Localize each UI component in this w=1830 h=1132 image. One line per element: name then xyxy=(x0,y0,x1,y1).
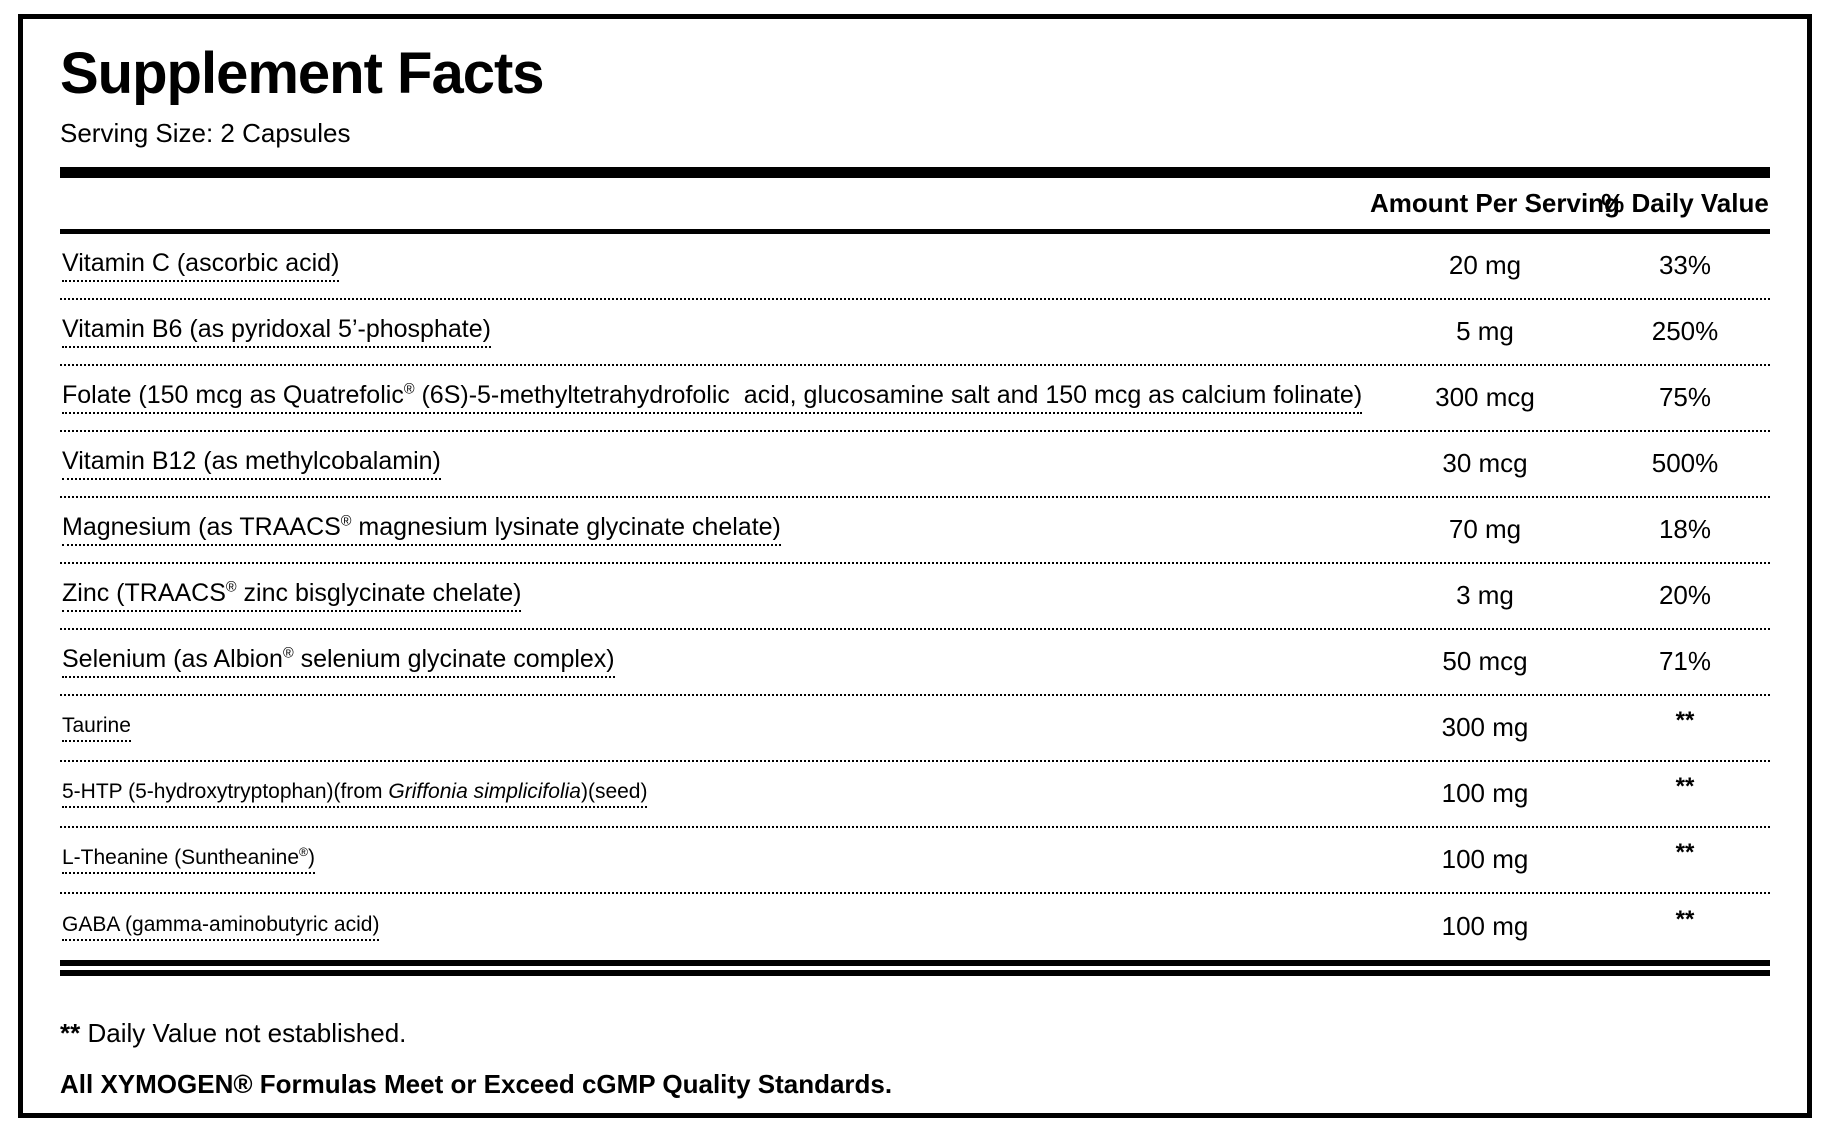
ingredient-name-segment: magnesium lysinate glycinate chelate) xyxy=(351,513,781,542)
ingredient-name-segment: ® xyxy=(340,514,352,531)
ingredient-name-segment: 5-HTP (5-hydroxytryptophan)(from xyxy=(62,779,389,803)
ingredient-name-segment: ) xyxy=(307,845,315,869)
daily-value: ** xyxy=(1675,905,1695,933)
cgmp-statement: All XYMOGEN® Formulas Meet or Exceed cGM… xyxy=(60,1068,893,1099)
ingredient-name-text: Vitamin B6 (as pyridoxal 5’-phosphate) xyxy=(62,315,491,349)
ingredient-name-segment: selenium glycinate complex) xyxy=(293,645,615,674)
daily-value: 18% xyxy=(1658,514,1712,545)
ingredient-name-segment: Griffonia simplicifolia xyxy=(388,779,581,803)
daily-value-footnote: ** Daily Value not established. xyxy=(60,1018,1770,1049)
table-row: Vitamin C (ascorbic acid) 20 mg 33% xyxy=(60,234,1770,300)
ingredient-name-segment: ® xyxy=(225,580,237,597)
table-row: 5-HTP (5-hydroxytryptophan)(from Griffon… xyxy=(60,762,1770,828)
daily-value: ** xyxy=(1675,706,1695,734)
daily-value: ** xyxy=(1675,838,1695,866)
ingredient-name: Selenium (as Albion® selenium glycinate … xyxy=(60,645,1370,679)
table-row: Folate (150 mcg as Quatrefolic® (6S)-5-m… xyxy=(60,366,1770,432)
ingredient-name-segment: (6S)-5-methyltetrahydrofolic acid, gluco… xyxy=(414,381,1363,410)
ingredient-name-text: Vitamin B12 (as methylcobalamin) xyxy=(62,447,441,481)
ingredient-name-text: L-Theanine (Suntheanine®) xyxy=(62,846,315,874)
label-title: Supplement Facts xyxy=(60,41,545,106)
daily-value: 20% xyxy=(1658,580,1712,611)
facts-table: Vitamin C (ascorbic acid) 20 mg 33% Vita… xyxy=(60,234,1770,960)
ingredient-name-text: Folate (150 mcg as Quatrefolic® (6S)-5-m… xyxy=(62,381,1363,415)
ingredient-name: Taurine xyxy=(60,714,1370,742)
supplement-facts-label: Supplement Facts Serving Size: 2 Capsule… xyxy=(18,14,1812,1118)
ingredient-name-text: Selenium (as Albion® selenium glycinate … xyxy=(62,645,615,679)
ingredient-name: Vitamin B12 (as methylcobalamin) xyxy=(60,447,1370,481)
ingredient-name-segment: Selenium (as Albion xyxy=(62,645,283,674)
daily-value: 71% xyxy=(1658,646,1712,677)
ingredient-name-segment: ® xyxy=(299,844,308,859)
ingredient-name: Folate (150 mcg as Quatrefolic® (6S)-5-m… xyxy=(60,381,1370,415)
ingredient-name: GABA (gamma-aminobutyric acid) xyxy=(60,913,1370,941)
amount-value: 300 mg xyxy=(1441,712,1529,743)
ingredient-name-text: Vitamin C (ascorbic acid) xyxy=(62,249,340,283)
ingredient-name-text: Zinc (TRAACS® zinc bisglycinate chelate) xyxy=(62,579,522,613)
table-row: Taurine 300 mg ** xyxy=(60,696,1770,762)
amount-value: 300 mcg xyxy=(1435,382,1535,413)
ingredient-name-segment: Vitamin B6 (as pyridoxal 5’-phosphate) xyxy=(62,315,491,344)
amount-per-serving-header: Amount Per Serving xyxy=(1370,187,1620,218)
amount-value: 20 mg xyxy=(1448,250,1522,281)
ingredient-name-text: 5-HTP (5-hydroxytryptophan)(from Griffon… xyxy=(62,779,648,808)
ingredient-name-segment: GABA (gamma-aminobutyric acid) xyxy=(62,912,380,936)
ingredient-name-segment: ® xyxy=(403,382,415,399)
ingredient-name-segment: L-Theanine (Suntheanine xyxy=(62,845,300,869)
amount-value: 100 mg xyxy=(1441,911,1529,942)
table-row: Selenium (as Albion® selenium glycinate … xyxy=(60,630,1770,696)
amount-value: 100 mg xyxy=(1441,778,1529,809)
ingredient-name-text: Taurine xyxy=(62,714,131,742)
ingredient-name: Vitamin C (ascorbic acid) xyxy=(60,249,1370,283)
ingredient-name: Vitamin B6 (as pyridoxal 5’-phosphate) xyxy=(60,315,1370,349)
table-row: Zinc (TRAACS® zinc bisglycinate chelate)… xyxy=(60,564,1770,630)
daily-value: 33% xyxy=(1658,250,1712,281)
ingredient-name-segment: Zinc (TRAACS xyxy=(62,579,226,608)
ingredient-name: Magnesium (as TRAACS® magnesium lysinate… xyxy=(60,513,1370,547)
daily-value: 250% xyxy=(1651,316,1719,347)
daily-value: ** xyxy=(1675,772,1695,800)
daily-value: 500% xyxy=(1651,448,1719,479)
table-row: Vitamin B6 (as pyridoxal 5’-phosphate) 5… xyxy=(60,300,1770,366)
amount-value: 30 mcg xyxy=(1442,448,1528,479)
table-row: L-Theanine (Suntheanine®) 100 mg ** xyxy=(60,828,1770,894)
ingredient-name-segment: ® xyxy=(282,646,294,663)
amount-value: 3 mg xyxy=(1456,580,1514,611)
ingredient-name-text: GABA (gamma-aminobutyric acid) xyxy=(62,912,380,941)
table-row: Vitamin B12 (as methylcobalamin) 30 mcg … xyxy=(60,432,1770,498)
ingredient-name-segment: Vitamin C (ascorbic acid) xyxy=(62,249,340,278)
footnote-marker: ** xyxy=(60,1017,81,1048)
amount-value: 5 mg xyxy=(1456,316,1514,347)
daily-value: 75% xyxy=(1658,382,1712,413)
ingredient-name-segment: )(seed) xyxy=(580,779,648,803)
table-row: Magnesium (as TRAACS® magnesium lysinate… xyxy=(60,498,1770,564)
ingredient-name-text: Magnesium (as TRAACS® magnesium lysinate… xyxy=(62,513,781,547)
ingredient-name-segment: Taurine xyxy=(62,713,131,737)
amount-value: 50 mcg xyxy=(1442,646,1528,677)
amount-value: 100 mg xyxy=(1441,844,1529,875)
amount-value: 70 mg xyxy=(1448,514,1522,545)
table-header-row: Amount Per Serving % Daily Value xyxy=(60,178,1770,234)
ingredient-name: 5-HTP (5-hydroxytryptophan)(from Griffon… xyxy=(60,780,1370,808)
ingredient-name: Zinc (TRAACS® zinc bisglycinate chelate) xyxy=(60,579,1370,613)
thick-rule xyxy=(60,166,1770,178)
serving-size: Serving Size: 2 Capsules xyxy=(60,117,351,148)
ingredient-name-segment: Magnesium (as TRAACS xyxy=(62,513,341,542)
bottom-double-rule xyxy=(60,959,1770,976)
ingredient-name: L-Theanine (Suntheanine®) xyxy=(60,846,1370,874)
table-row: GABA (gamma-aminobutyric acid) 100 mg ** xyxy=(60,894,1770,960)
ingredient-name-segment: zinc bisglycinate chelate) xyxy=(236,579,522,608)
ingredient-name-segment: Vitamin B12 (as methylcobalamin) xyxy=(62,447,441,476)
ingredient-name-segment: Folate (150 mcg as Quatrefolic xyxy=(62,381,404,410)
daily-value-header: % Daily Value xyxy=(1601,187,1769,218)
footnote-text: Daily Value not established. xyxy=(80,1017,407,1048)
